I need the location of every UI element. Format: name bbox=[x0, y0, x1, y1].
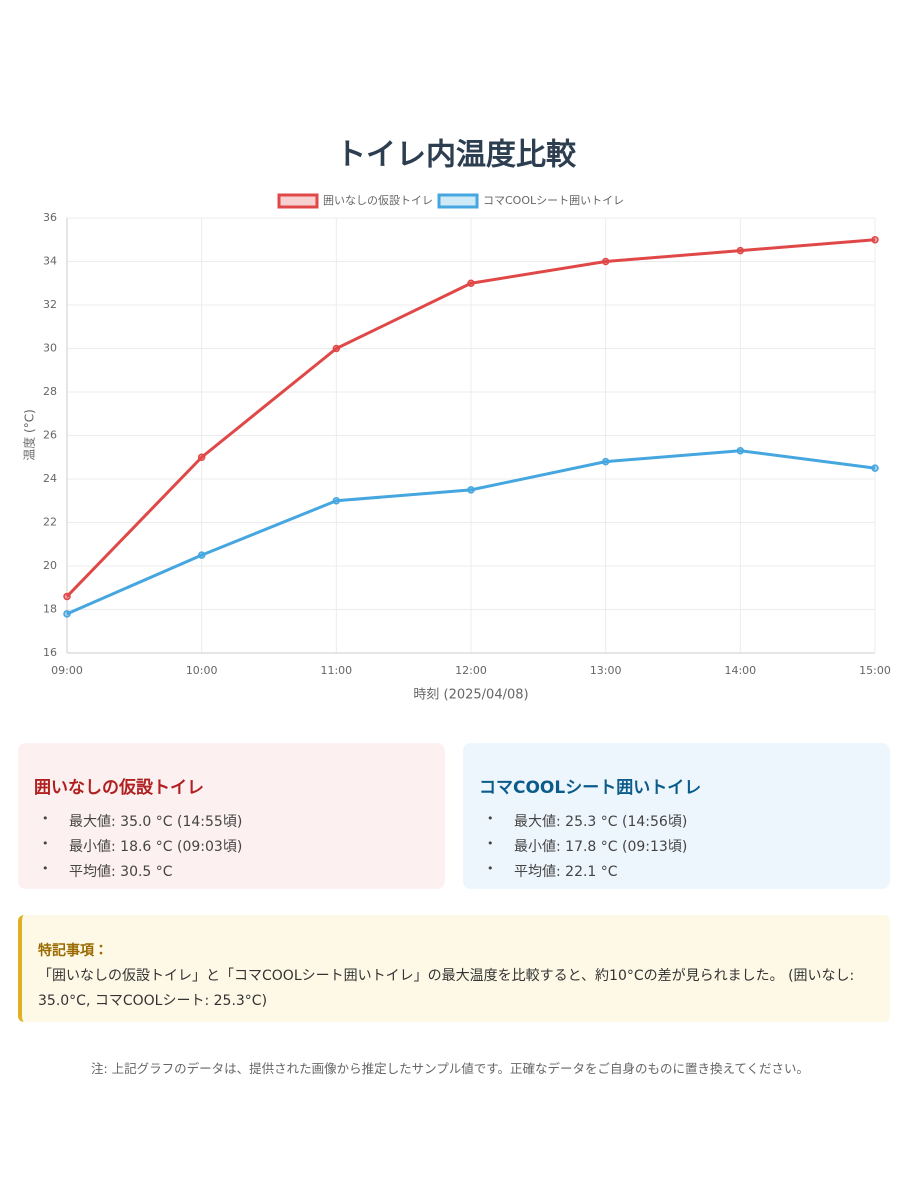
data-point bbox=[871, 236, 879, 244]
footnote: 注: 上記グラフのデータは、提供された画像から推定したサンプル値です。正確なデー… bbox=[90, 1061, 810, 1076]
note-text: 「囲いなしの仮設トイレ」と「コマCOOLシート囲いトイレ」の最大温度を比較すると… bbox=[38, 968, 855, 1009]
x-tick-label: 10:00 bbox=[186, 664, 218, 677]
card-title: 囲いなしの仮設トイレ bbox=[34, 778, 204, 798]
stats-card: 囲いなしの仮設トイレ 最大値: 35.0 °C (14:55頃) 最小値: 18… bbox=[18, 743, 445, 889]
data-point bbox=[467, 279, 475, 287]
y-tick-label: 32 bbox=[43, 298, 57, 311]
note-box: 特記事項： 「囲いなしの仮設トイレ」と「コマCOOLシート囲いトイレ」の最大温度… bbox=[18, 915, 890, 1022]
data-point bbox=[736, 446, 745, 455]
y-tick-label: 28 bbox=[43, 385, 57, 398]
stat-item: 最小値: 17.8 °C (09:13頃) bbox=[479, 831, 874, 860]
x-axis-label: 時刻 (2025/04/08) bbox=[413, 688, 528, 703]
stat-item: 最小値: 18.6 °C (09:03頃) bbox=[34, 831, 429, 860]
legend-swatch bbox=[437, 193, 479, 209]
data-point bbox=[332, 344, 341, 353]
data-point bbox=[332, 497, 341, 505]
y-tick-label: 26 bbox=[43, 429, 57, 442]
stats-list: 最大値: 25.3 °C (14:56頃) 最小値: 17.8 °C (09:1… bbox=[479, 806, 874, 885]
data-point bbox=[197, 551, 206, 559]
y-axis-label: 温度 (°C) bbox=[23, 409, 37, 461]
data-point bbox=[736, 246, 745, 255]
data-point bbox=[467, 486, 475, 494]
y-tick-label: 20 bbox=[43, 559, 57, 572]
x-tick-label: 14:00 bbox=[724, 664, 756, 677]
legend-label: 囲いなしの仮設トイレ bbox=[323, 194, 433, 207]
stat-item: 最大値: 25.3 °C (14:56頃) bbox=[479, 806, 874, 835]
data-point bbox=[601, 257, 610, 266]
chart-title: トイレ内温度比較 bbox=[336, 138, 577, 173]
stat-item: 平均値: 22.1 °C bbox=[479, 856, 874, 885]
data-point bbox=[63, 592, 71, 601]
x-tick-label: 11:00 bbox=[320, 664, 352, 677]
legend-swatch bbox=[277, 193, 319, 209]
note-title: 特記事項： bbox=[38, 943, 108, 959]
card-title: コマCOOLシート囲いトイレ bbox=[479, 778, 702, 798]
data-point bbox=[197, 453, 206, 461]
stats-list: 最大値: 35.0 °C (14:55頃) 最小値: 18.6 °C (09:0… bbox=[34, 806, 429, 885]
y-tick-label: 16 bbox=[43, 646, 57, 659]
data-point bbox=[601, 457, 610, 466]
y-tick-label: 24 bbox=[43, 472, 57, 485]
data-point bbox=[63, 610, 71, 618]
x-tick-label: 09:00 bbox=[51, 664, 83, 677]
x-tick-label: 12:00 bbox=[455, 664, 487, 677]
y-tick-label: 18 bbox=[43, 603, 57, 616]
legend-label: コマCOOLシート囲いトイレ bbox=[483, 194, 624, 207]
data-point bbox=[871, 464, 879, 472]
y-tick-label: 30 bbox=[43, 342, 57, 355]
chart: トイレ内温度比較 時刻 (2025/04/08) 温度 (°C) 16 18 20 2… bbox=[23, 138, 891, 703]
stat-item: 平均値: 30.5 °C bbox=[34, 856, 429, 885]
y-tick-label: 36 bbox=[43, 211, 57, 224]
x-tick-label: 15:00 bbox=[859, 664, 891, 677]
y-tick-label: 34 bbox=[43, 255, 57, 268]
stats-card: コマCOOLシート囲いトイレ 最大値: 25.3 °C (14:56頃) 最小値… bbox=[463, 743, 890, 889]
x-tick-label: 13:00 bbox=[590, 664, 622, 677]
y-tick-label: 22 bbox=[43, 516, 57, 529]
stat-item: 最大値: 35.0 °C (14:55頃) bbox=[34, 806, 429, 835]
